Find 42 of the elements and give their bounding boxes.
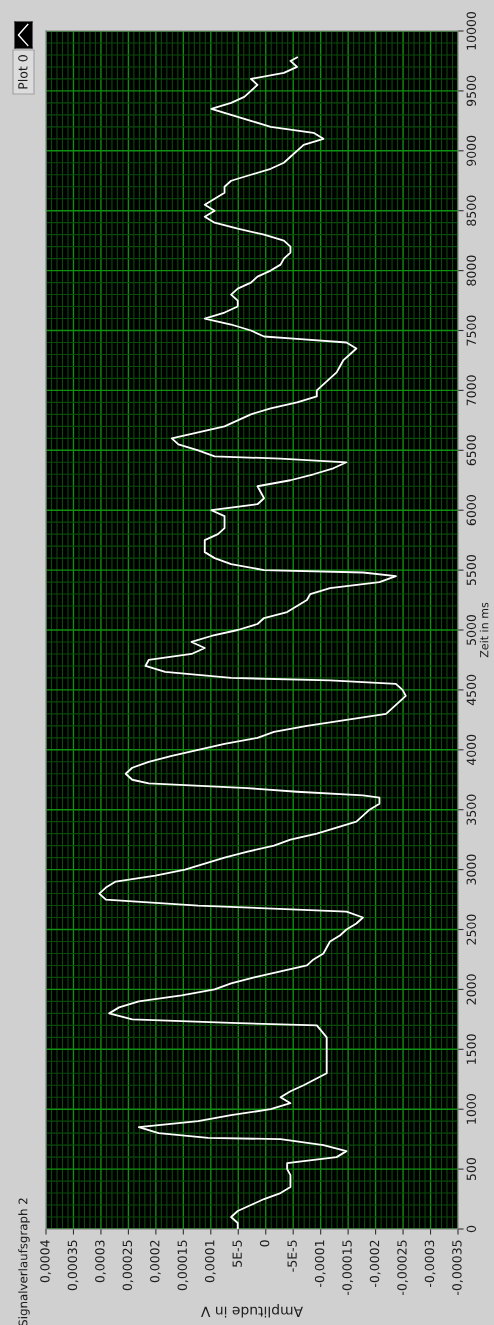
y-tick-label: 10000 <box>466 11 477 50</box>
x-tick-label: -0,0002 <box>369 1240 381 1288</box>
y-tick-label: 7500 <box>466 315 477 346</box>
y-tick-label: 5500 <box>466 555 477 586</box>
y-axis-title: Zeit in ms <box>479 602 489 658</box>
y-tick-label: 1000 <box>466 1094 477 1124</box>
y-tick-label: 7000 <box>466 375 477 406</box>
x-tick-label: 0,0004 <box>40 1240 51 1283</box>
x-tick-label: 0,00035 <box>67 1240 79 1291</box>
legend-label: Plot 0 <box>17 55 28 89</box>
y-tick-label: 3000 <box>466 854 477 885</box>
y-tick-label: 500 <box>466 1158 477 1181</box>
y-tick-label: 4000 <box>466 734 477 766</box>
x-tick-label: 0,0002 <box>150 1240 161 1283</box>
x-axis-title: Amplitude in V <box>201 1303 303 1318</box>
line-series <box>98 56 407 1229</box>
y-tick-label: 6500 <box>466 435 477 466</box>
x-tick-label: 0,00025 <box>122 1240 134 1291</box>
y-tick-label: 1500 <box>466 1034 477 1064</box>
x-tick-label: 0 <box>259 1240 270 1247</box>
y-tick-label: 8500 <box>466 195 477 226</box>
y-tick-label: 0 <box>466 1225 477 1233</box>
y-tick-label: 5000 <box>466 614 477 645</box>
x-tick-label: -0,00015 <box>342 1240 354 1296</box>
x-tick-label: 0,0003 <box>95 1240 106 1283</box>
x-tick-label: 0,00015 <box>177 1240 189 1291</box>
y-tick-label: 2000 <box>466 974 477 1005</box>
y-tick-label: 8000 <box>466 255 477 286</box>
x-tick-label: -5E-5 <box>287 1240 297 1272</box>
x-tick-label: -0,0001 <box>314 1240 326 1288</box>
x-tick-label: -0,00025 <box>397 1240 408 1296</box>
y-tick-label: 2500 <box>466 914 477 945</box>
y-tick-label: 6000 <box>466 495 477 526</box>
x-tick-label: -0,0003 <box>424 1240 436 1288</box>
x-tick-label: -0,00035 <box>452 1240 463 1296</box>
y-tick-label: 9500 <box>466 75 477 107</box>
y-tick-label: 3500 <box>466 794 477 825</box>
y-tick-label: 4500 <box>466 674 477 706</box>
x-tick-label: 5E-5 <box>232 1240 242 1267</box>
y-tick-label: 9000 <box>466 135 477 166</box>
x-tick-label: 0,0001 <box>204 1240 216 1283</box>
text: Signalverlaufsgraph 2 <box>18 1198 30 1325</box>
